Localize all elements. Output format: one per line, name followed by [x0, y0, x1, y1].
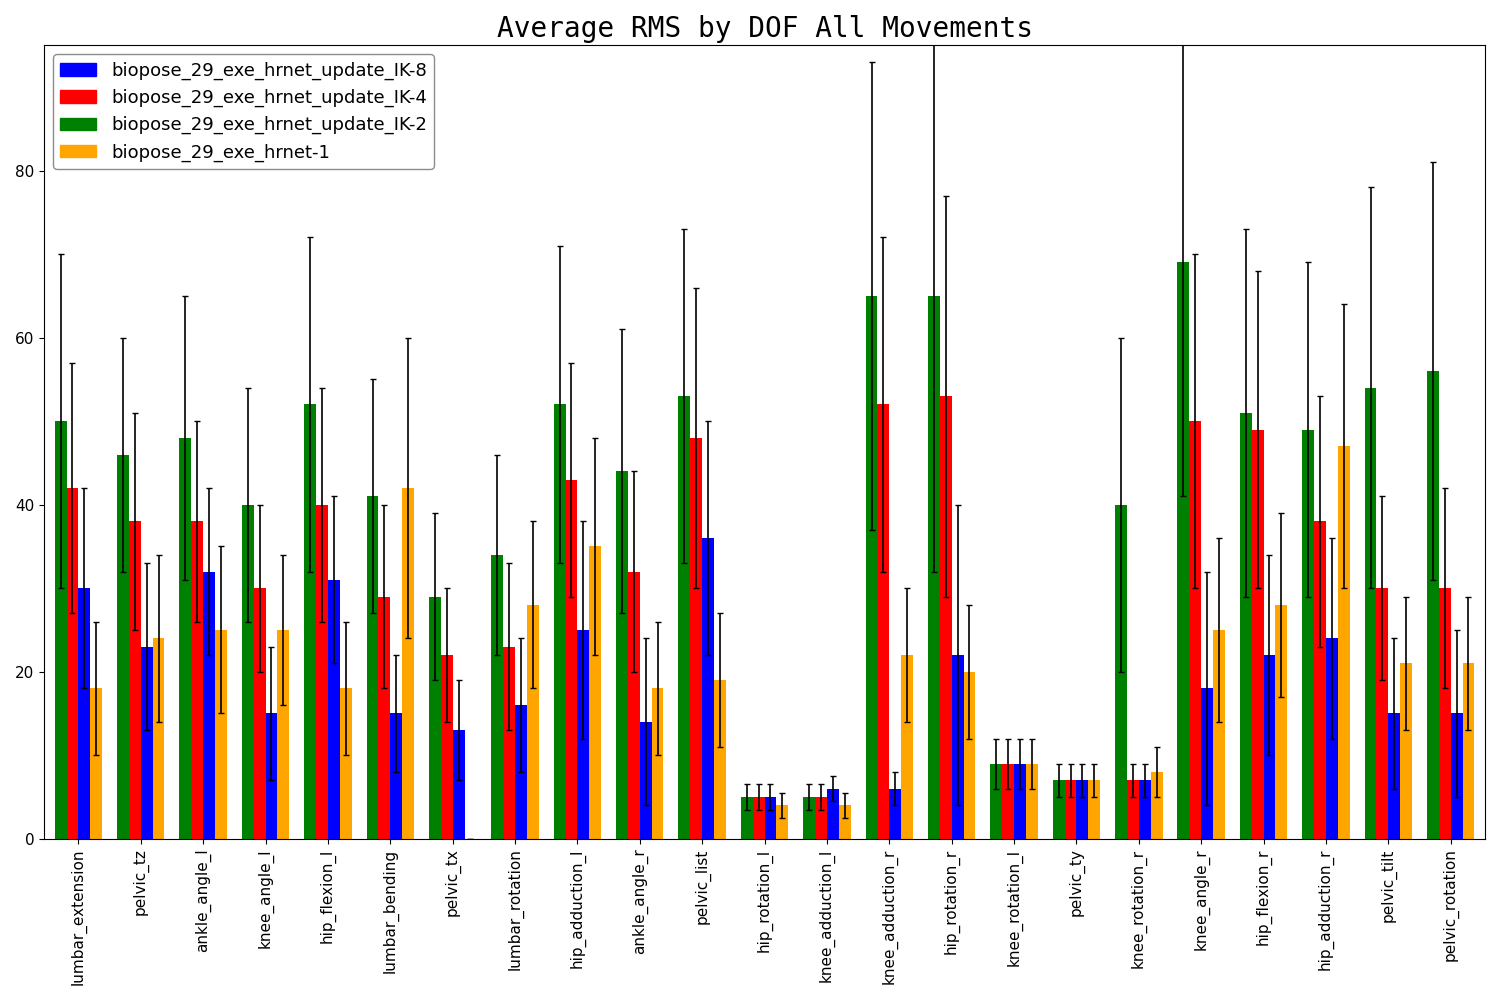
- Bar: [129, 521, 141, 839]
- Bar: [66, 488, 78, 839]
- Bar: [214, 630, 226, 839]
- Bar: [928, 296, 940, 839]
- Bar: [590, 546, 602, 839]
- Bar: [242, 505, 254, 839]
- Bar: [990, 764, 1002, 839]
- Bar: [616, 471, 628, 839]
- Bar: [453, 730, 465, 839]
- Bar: [777, 805, 789, 839]
- Bar: [1462, 663, 1474, 839]
- Bar: [1114, 505, 1126, 839]
- Bar: [117, 455, 129, 839]
- Bar: [1450, 713, 1462, 839]
- Bar: [503, 647, 515, 839]
- Bar: [192, 521, 202, 839]
- Bar: [1089, 780, 1100, 839]
- Bar: [714, 680, 726, 839]
- Title: Average RMS by DOF All Movements: Average RMS by DOF All Movements: [496, 15, 1032, 43]
- Bar: [141, 647, 153, 839]
- Bar: [378, 597, 390, 839]
- Bar: [765, 797, 777, 839]
- Bar: [1002, 764, 1014, 839]
- Bar: [827, 789, 839, 839]
- Bar: [429, 597, 441, 839]
- Bar: [328, 580, 340, 839]
- Bar: [640, 722, 651, 839]
- Bar: [1240, 413, 1251, 839]
- Bar: [1077, 780, 1089, 839]
- Bar: [940, 396, 951, 839]
- Bar: [402, 488, 414, 839]
- Legend: biopose_29_exe_hrnet_update_IK-8, biopose_29_exe_hrnet_update_IK-4, biopose_29_e: biopose_29_exe_hrnet_update_IK-8, biopos…: [53, 54, 434, 169]
- Bar: [1014, 764, 1026, 839]
- Bar: [1400, 663, 1411, 839]
- Bar: [278, 630, 290, 839]
- Bar: [839, 805, 850, 839]
- Bar: [1275, 605, 1287, 839]
- Bar: [690, 438, 702, 839]
- Bar: [441, 655, 453, 839]
- Bar: [78, 588, 90, 839]
- Bar: [254, 588, 266, 839]
- Bar: [890, 789, 902, 839]
- Bar: [1065, 780, 1077, 839]
- Bar: [304, 404, 316, 839]
- Bar: [153, 638, 165, 839]
- Bar: [702, 538, 714, 839]
- Bar: [554, 404, 566, 839]
- Bar: [54, 421, 66, 839]
- Bar: [340, 688, 351, 839]
- Bar: [266, 713, 278, 839]
- Bar: [1126, 780, 1138, 839]
- Bar: [1214, 630, 1225, 839]
- Bar: [815, 797, 827, 839]
- Bar: [878, 404, 890, 839]
- Bar: [316, 505, 328, 839]
- Bar: [1150, 772, 1162, 839]
- Bar: [202, 572, 214, 839]
- Bar: [741, 797, 753, 839]
- Bar: [578, 630, 590, 839]
- Bar: [865, 296, 877, 839]
- Bar: [90, 688, 102, 839]
- Bar: [1438, 588, 1450, 839]
- Bar: [963, 672, 975, 839]
- Bar: [514, 705, 526, 839]
- Bar: [1314, 521, 1326, 839]
- Bar: [566, 480, 578, 839]
- Bar: [1389, 713, 1400, 839]
- Bar: [390, 713, 402, 839]
- Bar: [492, 555, 502, 839]
- Bar: [1263, 655, 1275, 839]
- Bar: [1326, 638, 1338, 839]
- Bar: [1138, 780, 1150, 839]
- Bar: [753, 797, 765, 839]
- Bar: [1202, 688, 1214, 839]
- Bar: [678, 396, 690, 839]
- Bar: [1053, 780, 1065, 839]
- Bar: [1190, 421, 1202, 839]
- Bar: [366, 496, 378, 839]
- Bar: [802, 797, 814, 839]
- Bar: [628, 572, 640, 839]
- Bar: [1377, 588, 1389, 839]
- Bar: [1251, 430, 1263, 839]
- Bar: [951, 655, 963, 839]
- Bar: [526, 605, 538, 839]
- Bar: [902, 655, 914, 839]
- Bar: [1365, 388, 1377, 839]
- Bar: [1338, 446, 1350, 839]
- Bar: [1426, 371, 1438, 839]
- Bar: [180, 438, 192, 839]
- Bar: [1026, 764, 1038, 839]
- Bar: [1302, 430, 1314, 839]
- Bar: [651, 688, 663, 839]
- Bar: [1178, 262, 1190, 839]
